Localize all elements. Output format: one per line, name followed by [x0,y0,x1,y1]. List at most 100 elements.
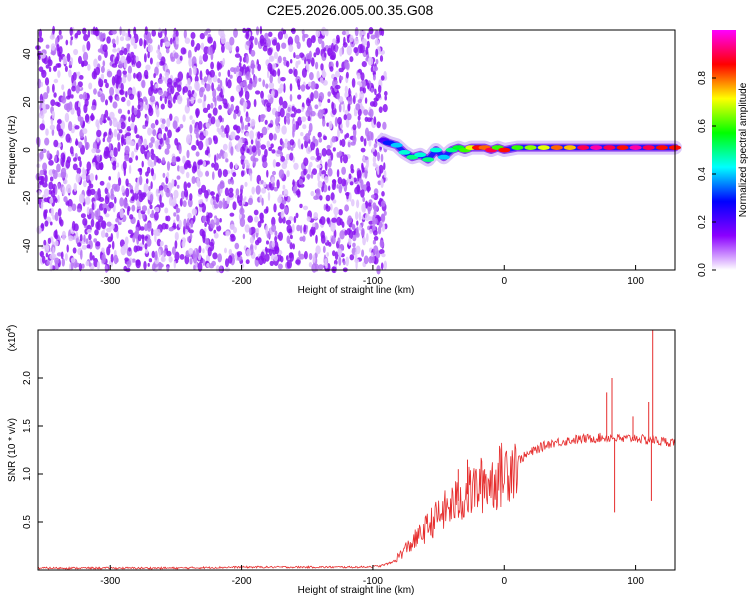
noise-speckle [247,122,251,127]
noise-speckle [354,251,358,261]
noise-speckle [83,34,89,42]
noise-speckle [144,53,147,63]
noise-speckle [313,195,319,200]
noise-speckle [249,35,255,41]
noise-speckle [290,146,294,151]
noise-speckle [253,99,257,108]
noise-speckle [105,99,108,106]
noise-speckle [357,120,362,129]
signal-point [414,152,427,158]
noise-speckle [49,34,55,40]
noise-speckle [143,260,147,270]
noise-speckle [367,202,372,207]
noise-speckle [332,182,336,190]
noise-speckle [94,28,100,37]
noise-speckle [204,190,209,199]
noise-speckle [82,51,89,62]
noise-speckle [113,186,118,192]
noise-speckle [165,47,170,54]
noise-speckle [368,27,374,35]
noise-speckle [153,156,157,166]
noise-speckle [54,211,59,222]
noise-speckle [258,77,262,82]
noise-speckle [216,97,223,102]
noise-speckle [127,72,132,82]
noise-speckle [369,108,374,118]
noise-speckle [306,216,311,222]
noise-speckle [329,203,333,211]
noise-speckle [302,205,309,211]
noise-speckle [57,63,62,68]
noise-speckle [213,135,218,145]
noise-speckle [187,49,192,60]
noise-speckle [300,132,304,137]
noise-speckle [219,265,223,273]
noise-speckle [65,39,69,46]
noise-speckle [245,259,250,265]
noise-speckle [82,44,86,53]
noise-speckle [186,182,191,188]
noise-speckle [225,41,231,50]
noise-speckle [107,236,113,243]
noise-speckle [97,188,101,197]
noise-speckle [221,44,225,53]
noise-speckle [161,118,166,125]
noise-speckle [310,110,316,117]
spectrogram-x-ticks: -300 -200 -100 0 100 [100,265,644,287]
noise-speckle [56,252,63,257]
noise-speckle [213,162,219,171]
noise-speckle [346,228,351,236]
noise-speckle [134,191,139,201]
noise-speckle [101,254,105,264]
noise-speckle [228,107,233,115]
noise-speckle [166,143,171,150]
noise-speckle [362,184,368,192]
noise-speckle [240,146,245,155]
noise-speckle [373,230,378,236]
noise-speckle [312,168,317,176]
spectrogram-y-ticks: -40 -20 0 20 40 [22,48,43,253]
noise-speckle [204,221,208,227]
noise-speckle [347,103,351,112]
noise-speckle [383,210,387,216]
noise-speckle [335,60,339,68]
noise-speckle [194,80,200,91]
noise-speckle [125,32,129,41]
noise-speckle [218,71,222,77]
noise-speckle [299,224,303,234]
noise-speckle [219,180,225,189]
noise-speckle [294,34,300,45]
noise-speckle [326,252,330,257]
noise-speckle [189,124,193,134]
noise-speckle [224,247,227,254]
noise-speckle [39,151,44,160]
noise-speckle [205,138,209,148]
noise-speckle [173,40,177,48]
noise-speckle [361,222,364,227]
noise-speckle [106,70,113,78]
noise-speckle [278,169,285,179]
noise-speckle [307,99,312,104]
noise-speckle [149,57,153,65]
noise-speckle [344,204,349,212]
noise-speckle [154,66,159,76]
noise-speckle [227,69,231,78]
noise-speckle [177,94,183,105]
noise-speckle [70,257,76,263]
noise-speckle [174,231,179,241]
noise-speckle [327,98,331,103]
noise-speckle [360,147,366,153]
noise-speckle [293,162,299,170]
noise-speckle [373,143,378,149]
noise-speckle [91,104,97,111]
noise-speckle [154,211,159,221]
noise-speckle [295,60,299,69]
noise-speckle [86,40,91,51]
noise-speckle [289,234,293,240]
noise-speckle [259,219,264,224]
noise-speckle [366,40,370,49]
noise-speckle [341,138,346,148]
noise-speckle [238,62,242,68]
noise-speckle [325,108,328,114]
noise-speckle [366,32,370,40]
